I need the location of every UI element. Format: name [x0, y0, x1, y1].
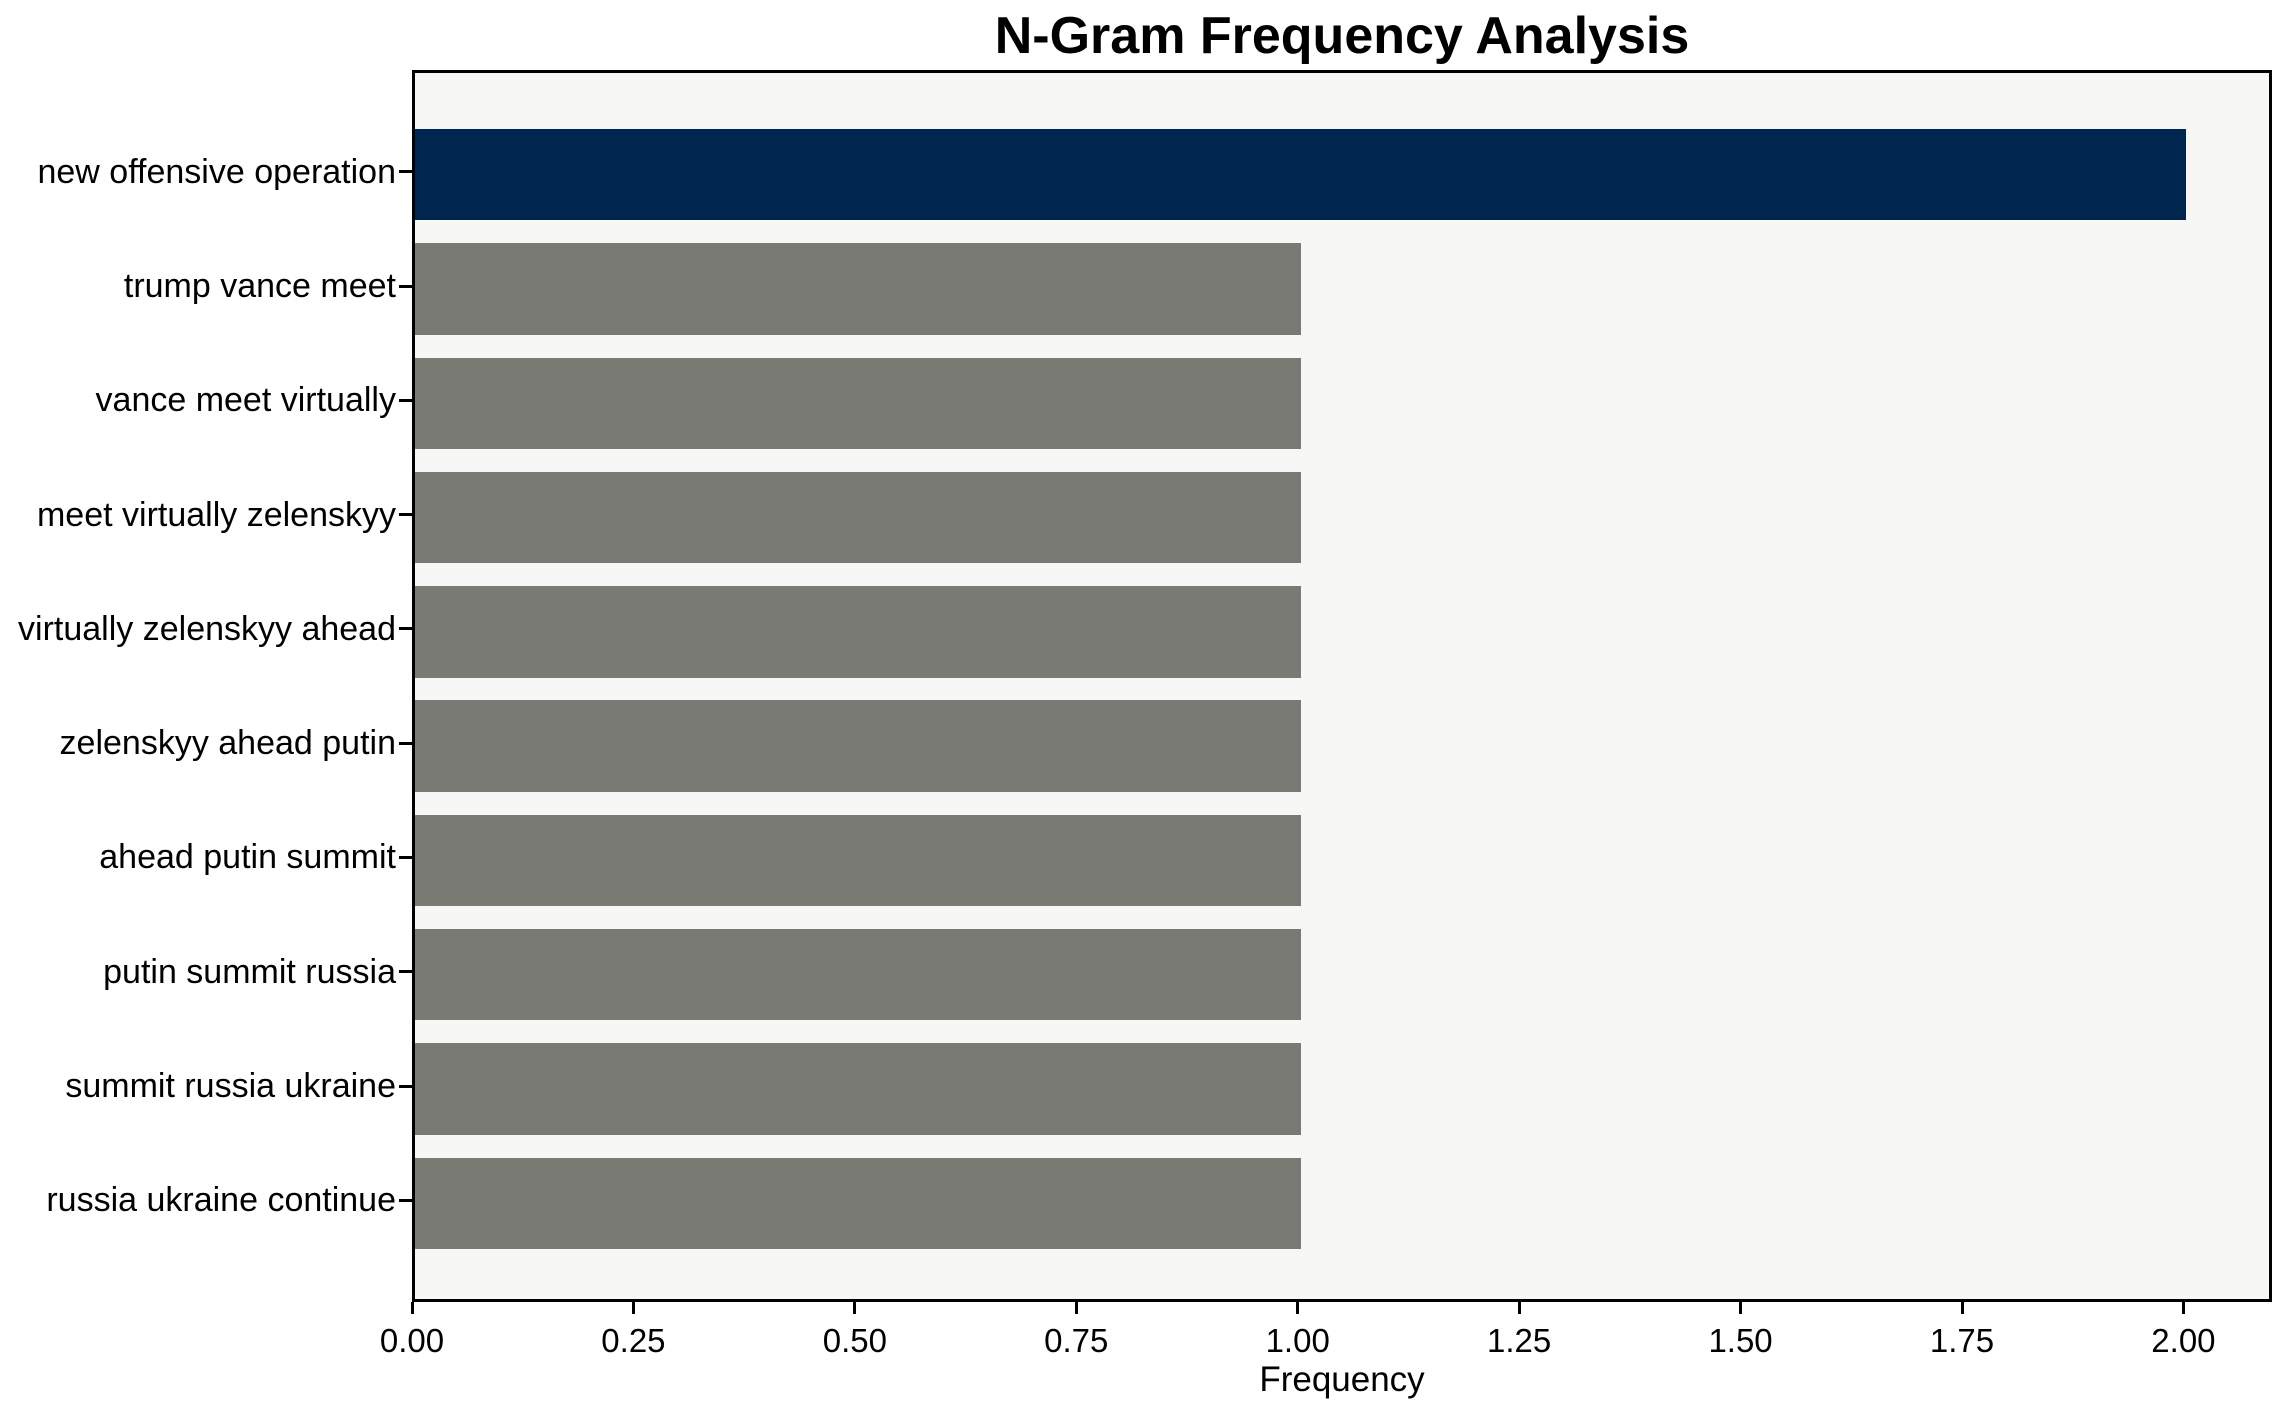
bar-3	[415, 471, 1301, 564]
y-tick-label-0: new offensive operation	[37, 152, 396, 191]
x-tick-mark-1	[631, 1302, 635, 1314]
x-tick-label-4: 1.00	[1265, 1322, 1330, 1359]
x-tick-mark-3	[1074, 1302, 1078, 1314]
y-tick-mark-0	[399, 170, 412, 174]
bar-7	[415, 929, 1301, 1021]
bar-4	[415, 586, 1301, 678]
bar-9	[415, 1157, 1301, 1249]
x-tick-mark-4	[1296, 1302, 1300, 1314]
x-tick-mark-8	[2181, 1302, 2185, 1314]
bar-6	[415, 814, 1301, 907]
y-tick-label-5: zelenskyy ahead putin	[59, 724, 396, 763]
y-tick-label-9: russia ukraine continue	[46, 1181, 396, 1220]
x-tick-mark-5	[1517, 1302, 1521, 1314]
x-tick-label-2: 0.50	[822, 1322, 887, 1359]
bar-5	[415, 700, 1301, 792]
x-tick-label-7: 1.75	[1929, 1322, 1995, 1359]
bar-2	[415, 357, 1301, 449]
y-tick-label-4: virtually zelenskyy ahead	[18, 609, 396, 648]
y-tick-label-2: vance meet virtually	[95, 381, 396, 420]
bar-8	[415, 1043, 1301, 1135]
y-tick-mark-8	[399, 1084, 412, 1088]
x-tick-label-6: 1.50	[1708, 1322, 1773, 1359]
x-tick-label-1: 0.25	[601, 1322, 666, 1359]
y-tick-label-6: ahead putin summit	[99, 838, 396, 877]
x-tick-label-8: 2.00	[2151, 1322, 2216, 1359]
bar-0	[415, 129, 2187, 221]
plot-area	[412, 70, 2272, 1302]
y-tick-label-3: meet virtually zelenskyy	[36, 495, 396, 534]
x-tick-mark-6	[1739, 1302, 1743, 1314]
y-tick-mark-3	[399, 513, 412, 517]
y-tick-mark-1	[399, 284, 412, 288]
x-tick-mark-0	[410, 1302, 414, 1314]
y-tick-mark-6	[399, 855, 412, 859]
x-tick-label-3: 0.75	[1044, 1322, 1109, 1359]
chart-title: N-Gram Frequency Analysis	[994, 7, 1690, 65]
y-tick-label-7: putin summit russia	[103, 952, 396, 991]
y-tick-mark-9	[399, 1198, 412, 1202]
x-tick-mark-2	[853, 1302, 857, 1314]
x-tick-label-0: 0.00	[379, 1322, 445, 1359]
y-tick-mark-2	[399, 398, 412, 402]
y-tick-label-1: trump vance meet	[123, 267, 396, 305]
bar-1	[415, 243, 1301, 335]
y-tick-mark-7	[399, 970, 412, 974]
y-tick-mark-4	[399, 627, 412, 631]
x-axis-title: Frequency	[1259, 1360, 1425, 1399]
y-tick-mark-5	[399, 741, 412, 745]
y-tick-label-8: summit russia ukraine	[65, 1067, 396, 1105]
x-tick-label-5: 1.25	[1487, 1322, 1552, 1359]
x-tick-mark-7	[1960, 1302, 1964, 1314]
